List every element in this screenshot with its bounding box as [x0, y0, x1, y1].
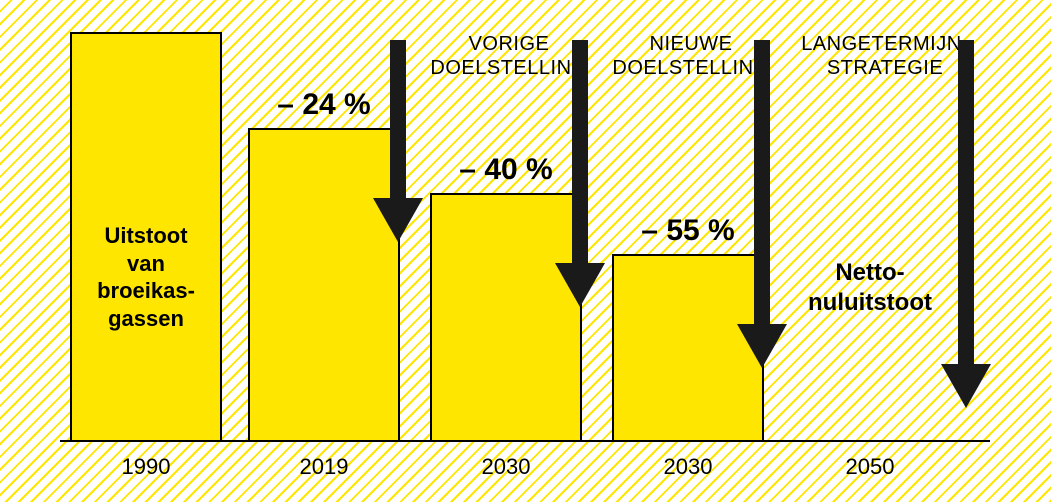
down-arrow-icon: [737, 40, 787, 368]
year-2019: 2019: [248, 454, 400, 480]
year-2050: 2050: [794, 454, 946, 480]
year-2030b: 2030: [612, 454, 764, 480]
down-arrow-icon: [555, 40, 605, 307]
bar-label-1990: Uitstoot van broeikas- gassen: [70, 222, 222, 332]
down-arrow-icon: [373, 40, 423, 242]
down-arrow-icon: [941, 40, 991, 408]
baseline: [60, 440, 990, 442]
year-2030a: 2030: [430, 454, 582, 480]
year-1990: 1990: [70, 454, 222, 480]
netto-label: Netto- nuluitstoot: [794, 258, 946, 318]
